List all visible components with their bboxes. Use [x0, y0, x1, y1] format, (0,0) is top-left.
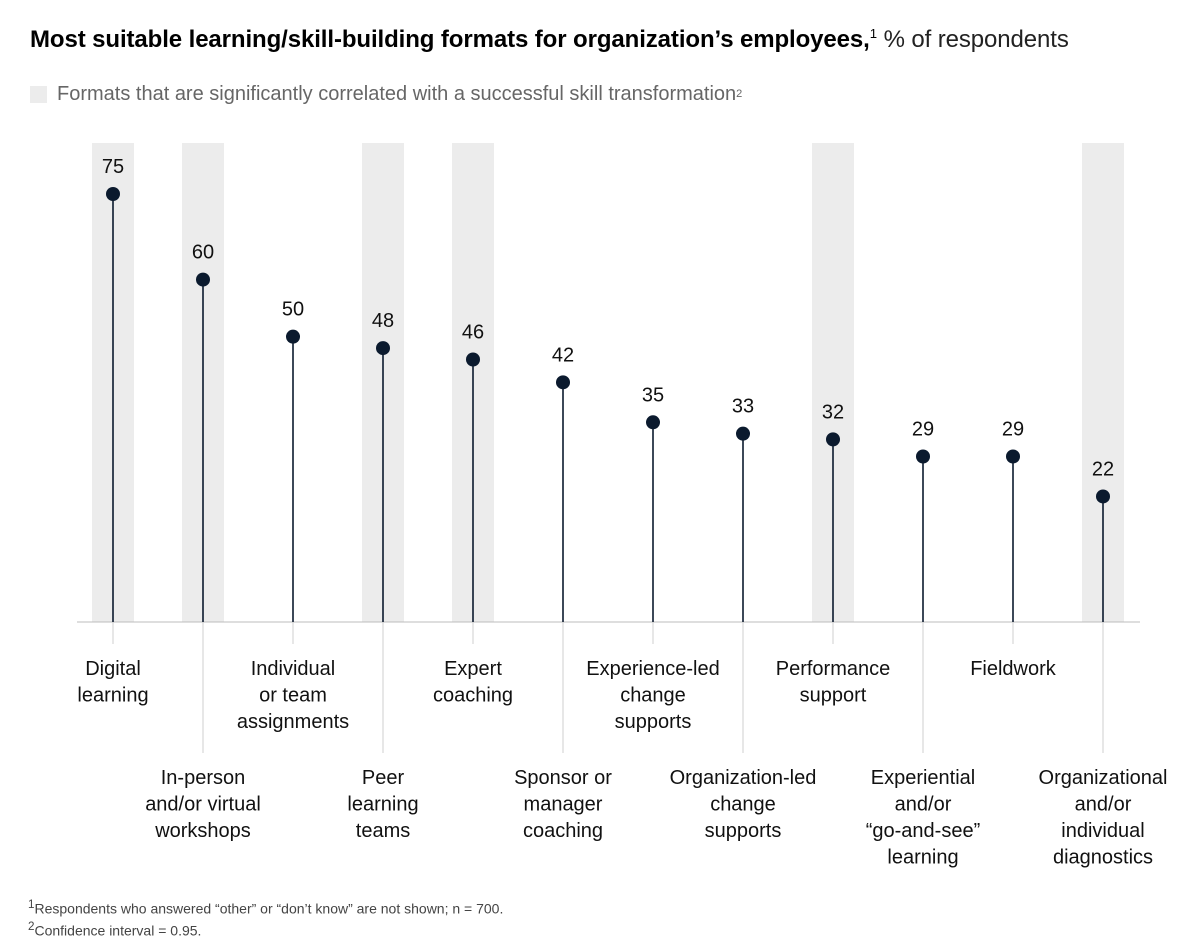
chart-title-footnote-ref: 1	[869, 26, 877, 41]
lollipop-dot-12	[1096, 489, 1110, 504]
lollipop-dot-11	[1006, 449, 1020, 464]
lollipop-dot-6	[556, 375, 570, 390]
data-label-4: 48	[372, 310, 394, 332]
data-label-2: 60	[192, 242, 214, 264]
data-label-3: 50	[282, 299, 304, 321]
lollipop-dot-8	[736, 426, 750, 441]
lollipop-dot-7	[646, 415, 660, 430]
category-label-8: Organization-led change supports	[670, 767, 817, 842]
footnote-1-marker: 1	[28, 898, 35, 911]
lollipop-dot-9	[826, 432, 840, 447]
category-label-4: Peer learning teams	[347, 767, 418, 842]
footnote-2: 2Confidence interval = 0.95.	[28, 918, 503, 940]
data-label-8: 33	[732, 396, 754, 418]
lollipop-dot-4	[376, 341, 390, 356]
category-label-1: Digital learning	[77, 658, 148, 707]
category-label-5: Expert coaching	[433, 658, 513, 707]
data-label-12: 22	[1092, 458, 1114, 480]
category-label-10: Experiential and/or “go-and-see” learning	[866, 767, 981, 869]
lollipop-dot-1	[106, 187, 120, 201]
legend-swatch	[30, 85, 47, 103]
category-label-9: Performance support	[776, 658, 891, 707]
footnote-1-text: Respondents who answered “other” or “don…	[34, 900, 504, 917]
lollipop-dot-3	[286, 329, 300, 344]
chart-title-unit: % of respondents	[883, 26, 1069, 53]
footnotes: 1Respondents who answered “other” or “do…	[28, 896, 503, 939]
category-label-11: Fieldwork	[970, 658, 1057, 680]
category-label-6: Sponsor or manager coaching	[514, 767, 612, 842]
data-label-11: 29	[1002, 419, 1024, 441]
footnote-2-text: Confidence interval = 0.95.	[34, 922, 202, 939]
data-label-7: 35	[642, 384, 664, 406]
data-label-10: 29	[912, 419, 934, 441]
chart-title-main: Most suitable learning/skill-building fo…	[30, 26, 870, 53]
category-label-12: Organizational and/or individual diagnostic…	[1039, 767, 1168, 869]
lollipop-dot-2	[196, 272, 210, 287]
lollipop-dot-10	[916, 449, 930, 464]
footnote-1: 1Respondents who answered “other” or “do…	[28, 896, 503, 918]
data-label-9: 32	[822, 401, 844, 423]
category-label-3: Individual or team assignments	[237, 658, 349, 733]
legend: Formats that are significantly correlate…	[30, 80, 742, 108]
category-label-7: Experience-led change supports	[586, 658, 719, 733]
data-label-1: 75	[102, 156, 124, 178]
footnote-2-marker: 2	[28, 919, 35, 933]
data-label-5: 46	[462, 321, 484, 343]
data-label-6: 42	[552, 344, 574, 366]
legend-label: Formats that are significantly correlate…	[57, 82, 737, 105]
chart-title: Most suitable learning/skill-building fo…	[30, 24, 1069, 56]
lollipop-dot-5	[466, 352, 480, 367]
category-label-2: In-person and/or virtual workshops	[145, 767, 261, 842]
